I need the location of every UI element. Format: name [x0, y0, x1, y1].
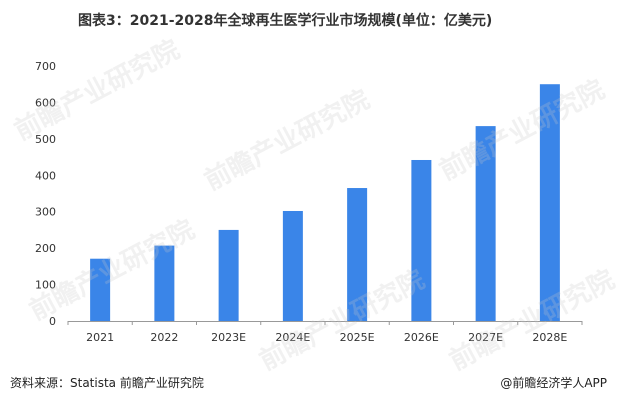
y-tick-label: 300	[35, 206, 56, 219]
y-tick-label: 500	[35, 133, 56, 146]
x-tick-label: 2027E	[468, 331, 503, 344]
bar-2022	[154, 245, 175, 321]
bar-2027E	[475, 126, 496, 321]
x-tick-label: 2025E	[340, 331, 375, 344]
chart-title: 图表3：2021-2028年全球再生医学行业市场规模(单位：亿美元)	[78, 13, 493, 29]
bar-2026E	[411, 159, 432, 321]
y-tick-label: 700	[35, 60, 56, 73]
bar-2023E	[218, 229, 239, 321]
bar-2024E	[282, 210, 303, 321]
bar-2021	[90, 258, 111, 321]
y-tick-label: 400	[35, 169, 56, 182]
x-tick-label: 2021	[86, 331, 114, 344]
x-tick-label: 2028E	[532, 331, 567, 344]
y-tick-label: 100	[35, 279, 56, 292]
y-tick-label: 0	[49, 315, 56, 328]
x-tick-label: 2022	[150, 331, 178, 344]
x-axis-ticks: 2021 2022 2023E 2024E 2025E 2026E 2027E 2028E	[67, 321, 583, 344]
y-tick-label: 600	[35, 96, 56, 109]
bar-2028E	[539, 84, 560, 321]
app-credit: @前瞻经济学人APP	[500, 376, 607, 390]
bar-series	[90, 84, 560, 321]
bar-2025E	[347, 188, 368, 321]
x-tick-label: 2026E	[404, 331, 439, 344]
y-tick-label: 200	[35, 242, 56, 255]
x-tick-label: 2024E	[275, 331, 310, 344]
y-axis-ticks: 0 100 200 300 400 500 600 700	[35, 60, 56, 328]
x-tick-label: 2023E	[211, 331, 246, 344]
source-note: 资料来源：Statista 前瞻产业研究院	[10, 376, 204, 390]
